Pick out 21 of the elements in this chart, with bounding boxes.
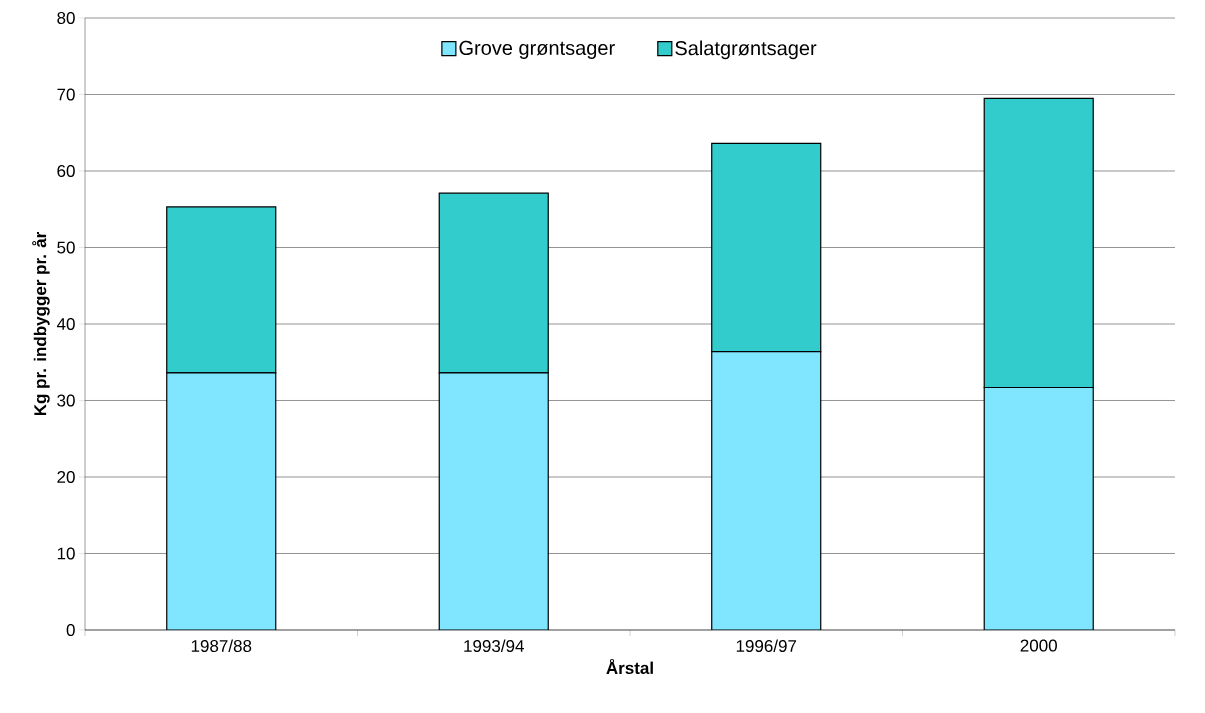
x-axis-title: Årstal <box>606 658 653 675</box>
y-tick-label: 0 <box>66 623 75 637</box>
x-tick-label: 2000 <box>1020 639 1057 652</box>
y-tick-label: 60 <box>57 164 75 178</box>
x-tick-label: 1996/97 <box>736 639 797 653</box>
y-tick-label: 20 <box>57 470 75 484</box>
y-tick-label: 80 <box>57 11 75 25</box>
bar <box>438 372 549 630</box>
y-tick-label: 40 <box>56 317 75 331</box>
bar <box>166 372 277 630</box>
y-tick-label: 30 <box>57 394 75 407</box>
y-tick-label: 50 <box>57 241 75 254</box>
bar <box>983 386 1094 630</box>
legend-label: Salatgrøntsager <box>675 40 817 60</box>
y-tick-label: 10 <box>57 547 75 560</box>
bar <box>711 350 822 630</box>
legend-label: Grove grøntsager <box>459 40 615 59</box>
y-axis-title: Kg pr. indbygger pr. år <box>32 232 50 416</box>
y-tick-label: 70 <box>57 88 75 101</box>
x-tick-label: 1993/94 <box>464 639 524 653</box>
x-tick-label: 1987/88 <box>191 639 252 653</box>
